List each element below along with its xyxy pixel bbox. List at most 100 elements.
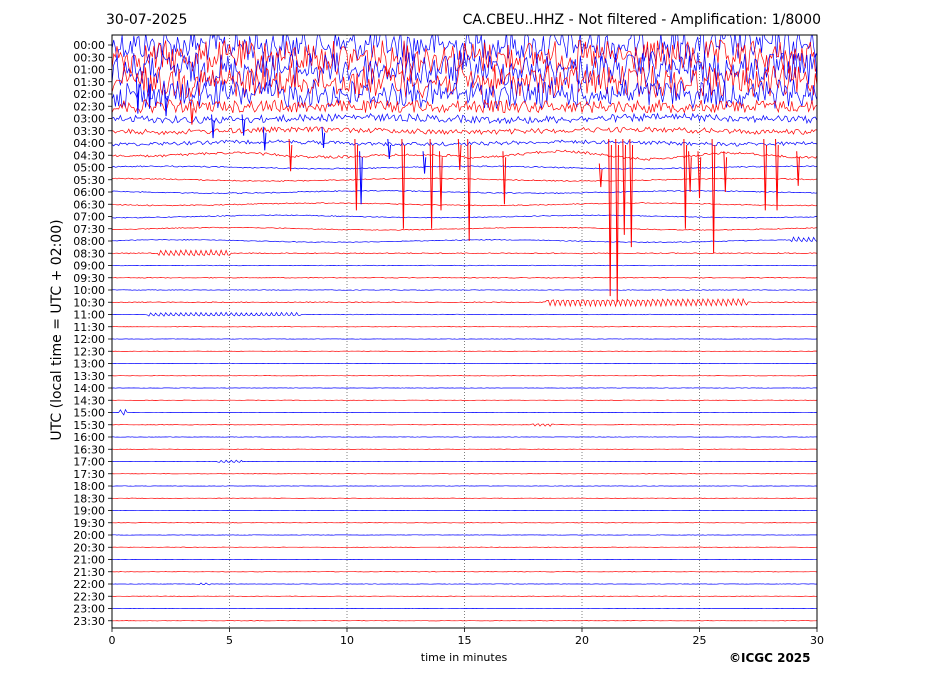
y-tick-label: 01:00 (73, 64, 105, 77)
trace-row-1130 (112, 326, 817, 328)
trace-row-0530 (112, 177, 817, 182)
y-tick-label: 20:30 (73, 541, 105, 554)
trace-row-0230 (112, 99, 817, 114)
y-tick-label: 01:30 (73, 76, 105, 89)
event-spike (629, 138, 634, 248)
trace-row-0930 (112, 277, 817, 279)
y-tick-label: 03:30 (73, 125, 105, 138)
event-spike (775, 138, 779, 211)
y-tick-label: 15:30 (73, 419, 105, 432)
trace-row-0800 (112, 236, 817, 243)
y-tick-label: 07:30 (73, 223, 105, 236)
event-spike (147, 77, 152, 109)
trace-row-0400 (112, 139, 817, 147)
trace-row-1230 (112, 350, 817, 352)
x-tick-label: 25 (693, 634, 707, 647)
traces-group (112, 35, 817, 622)
event-spike (135, 77, 140, 114)
event-spike (288, 138, 293, 172)
y-tick-label: 22:00 (73, 578, 105, 591)
trace-row-1700 (112, 459, 817, 463)
event-spike (608, 138, 612, 297)
x-tick-label: 15 (458, 634, 472, 647)
trace-row-1830 (112, 497, 817, 499)
event-spike (467, 138, 471, 242)
y-tick-label: 04:30 (73, 149, 105, 162)
event-spike (688, 151, 692, 193)
y-tick-label: 09:30 (73, 272, 105, 285)
trace-row-1030 (112, 297, 817, 308)
x-axis-label: time in minutes (420, 651, 508, 664)
trace-row-0500 (112, 165, 817, 170)
event-spike (241, 114, 246, 136)
y-tick-label: 04:00 (73, 137, 105, 150)
y-tick-label: 23:00 (73, 603, 105, 616)
y-tick-label: 15:00 (73, 407, 105, 420)
y-tick-label: 08:30 (73, 247, 105, 260)
trace-row-0300 (112, 112, 817, 125)
x-tick-label: 0 (109, 634, 116, 647)
event-spike (723, 151, 728, 193)
y-tick-label: 11:00 (73, 309, 105, 322)
y-tick-label: 07:00 (73, 211, 105, 224)
y-tick-label: 06:30 (73, 198, 105, 211)
event-spike (683, 138, 688, 229)
y-tick-label: 18:30 (73, 492, 105, 505)
y-tick-label: 06:00 (73, 186, 105, 199)
trace-row-1530 (112, 423, 817, 427)
y-tick-label: 14:30 (73, 394, 105, 407)
y-tick-label: 19:30 (73, 517, 105, 530)
chart-title: CA.CBEU..HHZ - Not filtered - Amplificat… (462, 12, 821, 28)
y-tick-label: 17:00 (73, 456, 105, 469)
y-tick-label: 00:00 (73, 39, 105, 52)
y-tick-label: 23:30 (73, 615, 105, 628)
trace-row-0130 (112, 65, 817, 99)
event-spike (189, 102, 194, 125)
y-tick-label: 19:00 (73, 505, 105, 518)
chart-date: 30-07-2025 (106, 12, 188, 28)
y-tick-label: 05:00 (73, 162, 105, 175)
trace-row-1100 (112, 311, 817, 317)
trace-row-2200 (112, 582, 817, 586)
y-tick-label: 17:30 (73, 468, 105, 481)
event-spike (262, 126, 267, 151)
x-tick-label: 5 (226, 634, 233, 647)
y-tick-label: 02:30 (73, 100, 105, 113)
x-tick-label: 20 (575, 634, 589, 647)
trace-row-0330 (112, 126, 817, 136)
event-spike (796, 151, 800, 186)
trace-row-0730 (112, 226, 817, 231)
trace-row-2230 (112, 595, 817, 597)
trace-row-1730 (112, 473, 817, 475)
y-tick-label: 12:00 (73, 333, 105, 346)
trace-row-0700 (112, 214, 817, 219)
trace-row-1000 (112, 289, 817, 291)
y-tick-label: 16:00 (73, 431, 105, 444)
event-spike (429, 138, 434, 229)
event-spike (763, 138, 767, 211)
event-spike (354, 138, 359, 211)
event-spike (615, 138, 619, 303)
y-tick-label: 10:30 (73, 296, 105, 309)
trace-row-2130 (112, 571, 817, 573)
event-spike (502, 151, 507, 205)
y-tick-label: 05:30 (73, 174, 105, 187)
trace-row-2330 (112, 620, 817, 622)
event-spike (457, 138, 462, 170)
y-tick-label: 10:00 (73, 284, 105, 297)
trace-row-1430 (112, 399, 817, 401)
trace-row-0600 (112, 189, 817, 195)
event-spike (387, 138, 391, 159)
trace-row-1500 (112, 408, 817, 416)
event-spike (164, 89, 168, 117)
y-tick-label: 13:00 (73, 358, 105, 371)
y-tick-label: 09:00 (73, 260, 105, 273)
event-spike (321, 126, 326, 148)
trace-row-0430 (112, 149, 817, 161)
trace-row-1330 (112, 375, 817, 377)
trace-row-1630 (112, 448, 817, 450)
trace-row-0830 (112, 248, 817, 257)
x-tick-label: 30 (810, 634, 824, 647)
y-tick-label: 00:30 (73, 51, 105, 64)
